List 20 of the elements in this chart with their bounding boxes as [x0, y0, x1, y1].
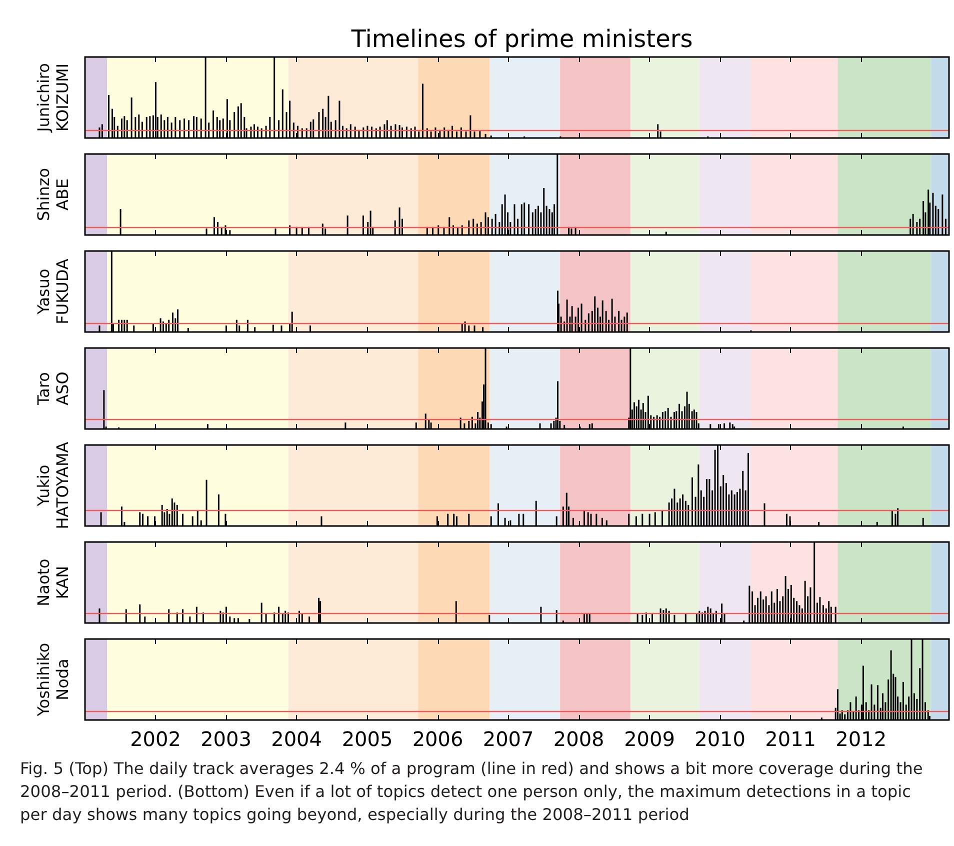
- x-tick-label: 2009: [624, 727, 675, 751]
- y-axis-title: Yasuo FUKUDA: [34, 258, 72, 324]
- x-tick-label: 2008: [553, 727, 604, 751]
- x-tick-label: 2006: [412, 727, 464, 751]
- y-axis-title: Yukio HATOYAMA: [34, 442, 72, 530]
- x-tick-label: 2007: [482, 727, 534, 751]
- y-axis-title: Junichiro KOIZUMI: [34, 63, 72, 133]
- x-tick-label: 2011: [765, 727, 816, 751]
- y-axis-title: Shinzo ABE: [34, 168, 72, 222]
- y-axis-title: Taro ASO: [34, 372, 72, 406]
- y-axis-title: Yoshihiko Noda: [34, 642, 72, 718]
- x-tick-label: 2012: [836, 727, 887, 751]
- x-tick-label: 2003: [200, 727, 252, 751]
- x-tick-label: 2002: [130, 727, 181, 751]
- y-axis-title: Naoto KAN: [34, 558, 72, 606]
- chart-title: Timelines of prime ministers: [350, 25, 693, 53]
- x-tick-label: 2005: [342, 727, 393, 751]
- x-tick-label: 2010: [694, 727, 746, 751]
- caption: Fig. 5 (Top) The daily track averages 2.4 % of a program (line in red) and shows a bit more coverage during the 2008–2011 period. (Bottom) Even if a lot of topics detect one person only, the maximum detections in a topic per day shows many topics going beyond, especially during the 2008–2011 period: [20, 758, 924, 826]
- x-tick-label: 2004: [271, 727, 322, 751]
